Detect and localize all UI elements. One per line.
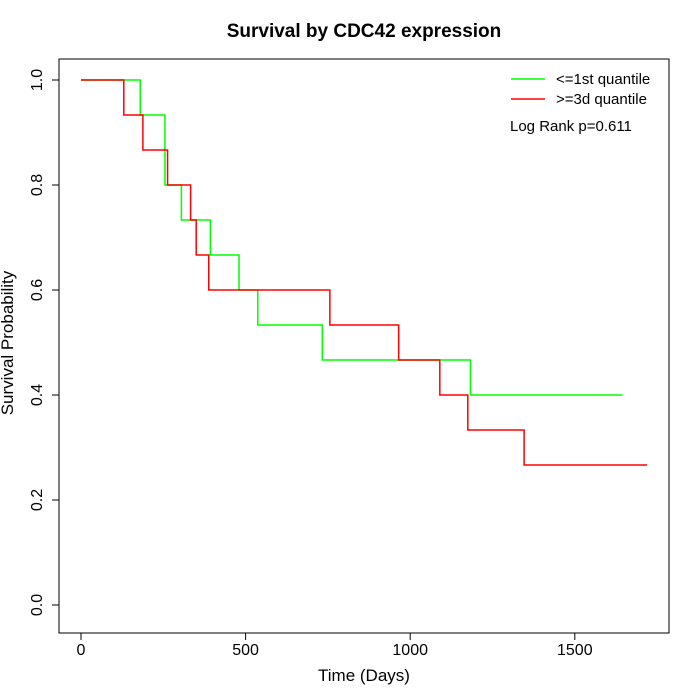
y-tick-label: 0.2 <box>29 489 46 511</box>
x-tick-label: 1000 <box>392 642 428 659</box>
y-tick-label: 0.0 <box>29 594 46 616</box>
y-axis-label: Survival Probability <box>0 270 17 415</box>
survival-curve-2 <box>81 79 648 466</box>
survival-curve-1 <box>81 79 623 396</box>
x-axis-label: Time (Days) <box>318 666 410 685</box>
y-tick-label: 0.6 <box>29 279 46 301</box>
x-tick-label: 500 <box>232 642 259 659</box>
plot-frame <box>58 58 670 634</box>
x-tick-label: 0 <box>77 642 86 659</box>
y-tick-label: 1.0 <box>29 69 46 91</box>
log-rank-annotation: Log Rank p=0.611 <box>510 118 632 135</box>
legend-label: >=3d quantile <box>556 91 647 108</box>
legend: <=1st quantile >=3d quantile <box>511 71 650 108</box>
y-axis: 0.0 0.2 0.4 0.6 0.8 1.0 <box>29 69 60 616</box>
x-axis: 0 500 1000 1500 <box>77 632 593 659</box>
legend-label: <=1st quantile <box>556 71 650 88</box>
y-tick-label: 0.4 <box>29 384 46 406</box>
y-tick-label: 0.8 <box>29 174 46 196</box>
series-layer <box>81 79 648 466</box>
chart-title: Survival by CDC42 expression <box>227 21 502 42</box>
x-tick-label: 1500 <box>557 642 593 659</box>
